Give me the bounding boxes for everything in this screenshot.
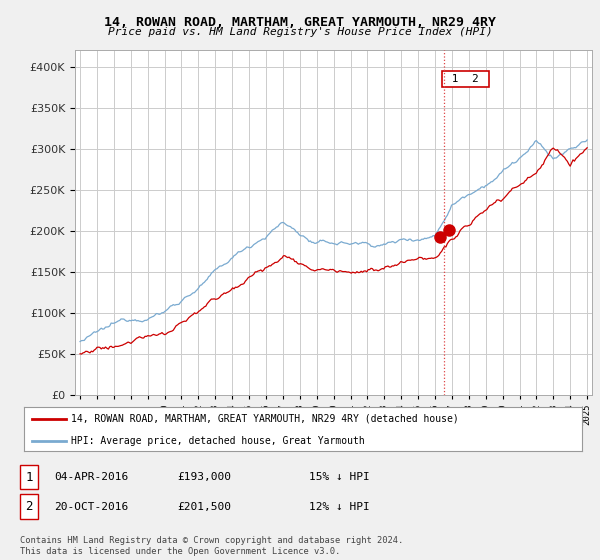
Text: 14, ROWAN ROAD, MARTHAM, GREAT YARMOUTH, NR29 4RY: 14, ROWAN ROAD, MARTHAM, GREAT YARMOUTH,… (104, 16, 496, 29)
Text: 1: 1 (25, 470, 32, 484)
Text: 12% ↓ HPI: 12% ↓ HPI (309, 502, 370, 512)
Text: 2: 2 (25, 500, 32, 514)
Text: 14, ROWAN ROAD, MARTHAM, GREAT YARMOUTH, NR29 4RY (detached house): 14, ROWAN ROAD, MARTHAM, GREAT YARMOUTH,… (71, 414, 459, 424)
Text: £193,000: £193,000 (177, 472, 231, 482)
Text: 20-OCT-2016: 20-OCT-2016 (54, 502, 128, 512)
Text: HPI: Average price, detached house, Great Yarmouth: HPI: Average price, detached house, Grea… (71, 436, 365, 446)
Text: 15% ↓ HPI: 15% ↓ HPI (309, 472, 370, 482)
Text: Contains HM Land Registry data © Crown copyright and database right 2024.
This d: Contains HM Land Registry data © Crown c… (20, 536, 403, 556)
Text: 04-APR-2016: 04-APR-2016 (54, 472, 128, 482)
Text: £201,500: £201,500 (177, 502, 231, 512)
Text: 1  2: 1 2 (445, 74, 485, 84)
Text: Price paid vs. HM Land Registry's House Price Index (HPI): Price paid vs. HM Land Registry's House … (107, 27, 493, 38)
